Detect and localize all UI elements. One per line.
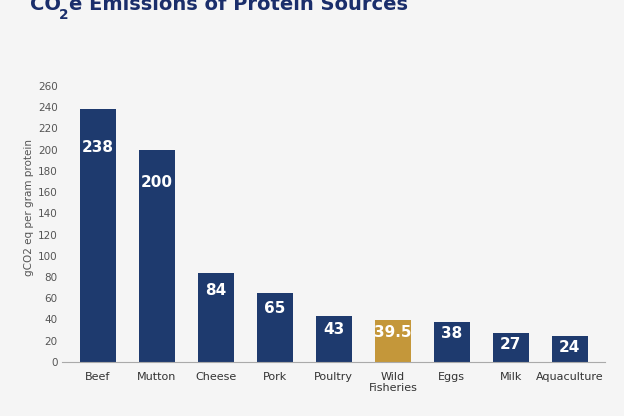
Text: CO: CO: [30, 0, 61, 14]
Text: 43: 43: [323, 322, 344, 337]
Text: 238: 238: [82, 140, 114, 155]
Text: 27: 27: [500, 337, 522, 352]
Text: 65: 65: [264, 301, 286, 316]
Bar: [374, 320, 411, 362]
Bar: [492, 333, 529, 362]
Text: 84: 84: [205, 283, 227, 298]
Text: 38: 38: [441, 327, 462, 342]
Bar: [198, 273, 234, 362]
Text: 2: 2: [59, 8, 69, 22]
Text: 200: 200: [141, 175, 173, 190]
Y-axis label: gCO2 eq per gram protein: gCO2 eq per gram protein: [24, 139, 34, 277]
Bar: [316, 316, 352, 362]
Bar: [256, 293, 293, 362]
Bar: [79, 109, 116, 362]
Bar: [434, 322, 470, 362]
Text: 24: 24: [559, 339, 580, 354]
Text: 39.5: 39.5: [374, 325, 412, 340]
Bar: [552, 337, 588, 362]
Bar: [139, 150, 175, 362]
Text: e Emissions of Protein Sources: e Emissions of Protein Sources: [69, 0, 407, 14]
